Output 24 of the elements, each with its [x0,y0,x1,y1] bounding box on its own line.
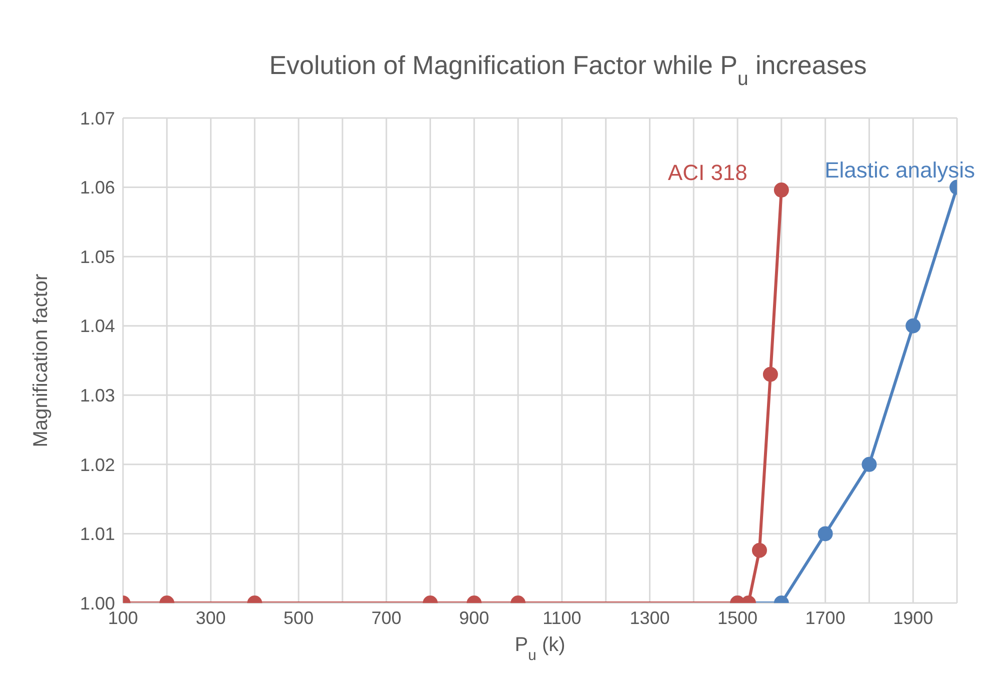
series-label: Elastic analysis [824,157,975,182]
y-tick-label: 1.07 [80,108,115,128]
point [774,182,789,198]
x-tick-label: 1900 [893,608,934,628]
x-tick-label: 700 [371,608,402,628]
y-tick-label: 1.02 [80,454,115,475]
x-tick-label: 1300 [630,608,670,628]
y-tick-label: 1.03 [80,386,115,406]
x-axis-title: P$_{u}$ (k) [514,634,566,664]
x-tick-label: 500 [284,608,314,628]
y-axis-title: Magnification factor [30,273,52,448]
series-label: ACI 318 [668,160,748,186]
y-tick-label: 1.06 [80,178,115,198]
y-tick-label: 1.01 [80,524,115,544]
point [762,366,778,382]
x-tick-label: 1500 [718,608,758,628]
y-tick-label: 1.04 [80,316,115,336]
point [906,318,921,334]
x-tick-label: 1700 [805,608,846,628]
y-tick-label: 1.05 [80,246,115,267]
chart-title: Evolution of Magnification Factor while P$_{u}$ increases [269,50,867,90]
x-tick-label: 900 [459,608,490,628]
x-tick-label: 300 [196,608,226,628]
x-tick-label: 1100 [542,608,582,628]
